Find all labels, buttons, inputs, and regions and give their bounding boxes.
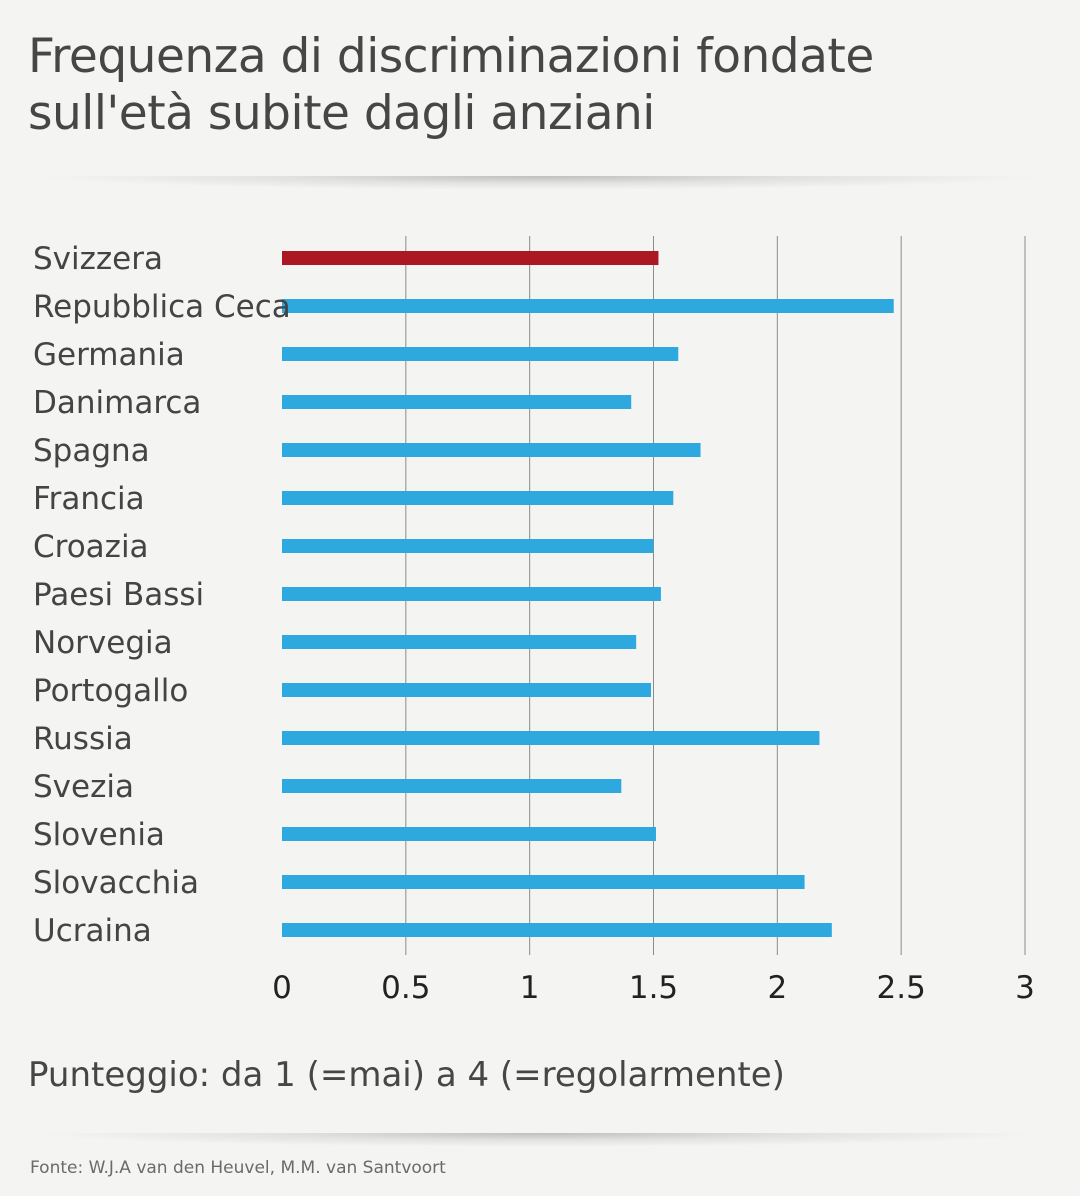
category-label: Slovacchia [33, 865, 199, 901]
bar [282, 491, 674, 505]
bar [282, 923, 832, 937]
x-tick-label: 2 [767, 970, 787, 1006]
x-tick-label: 1.5 [629, 970, 678, 1006]
category-label: Norvegia [33, 625, 173, 661]
title-divider [30, 176, 1050, 190]
bar [282, 347, 679, 361]
category-label: Ucraina [33, 913, 152, 949]
bar [282, 251, 659, 265]
category-label: Slovenia [33, 817, 165, 853]
footer-divider [30, 1133, 1050, 1147]
bar [282, 299, 894, 313]
category-label: Svizzera [33, 241, 163, 277]
bar [282, 587, 661, 601]
bar [282, 395, 632, 409]
bar [282, 827, 656, 841]
category-label: Francia [33, 481, 145, 517]
x-tick-label: 1 [520, 970, 540, 1006]
category-label: Danimarca [33, 385, 201, 421]
category-label: Croazia [33, 529, 149, 565]
bar [282, 635, 637, 649]
category-label: Repubblica Ceca [33, 289, 291, 325]
bar [282, 731, 820, 745]
x-axis-ticks: 0 0.5 1 1.5 2 2.5 3 [272, 970, 1035, 1006]
chart-title: Frequenza di discriminazioni fondate sul… [28, 29, 874, 141]
x-tick-label: 3 [1015, 970, 1035, 1006]
x-tick-label: 2.5 [877, 970, 926, 1006]
category-label: Russia [33, 721, 133, 757]
category-label: Paesi Bassi [33, 577, 204, 613]
bar [282, 779, 622, 793]
bar [282, 539, 654, 553]
bar-chart: Svizzera Repubblica Ceca Germania Danimarca… [33, 236, 1035, 1006]
category-label: Svezia [33, 769, 134, 805]
category-label: Portogallo [33, 673, 188, 709]
chart-subtitle: Punteggio: da 1 (=mai) a 4 (=regolarment… [28, 1055, 785, 1095]
bar [282, 875, 805, 889]
source-note: Fonte: W.J.A van den Heuvel, M.M. van Sa… [30, 1158, 446, 1178]
bar [282, 443, 701, 457]
bar [282, 683, 652, 697]
bars [282, 251, 894, 937]
x-tick-label: 0 [272, 970, 292, 1006]
category-label: Germania [33, 337, 185, 373]
x-tick-label: 0.5 [381, 970, 430, 1006]
category-label: Spagna [33, 433, 150, 469]
category-labels: Svizzera Repubblica Ceca Germania Danimarca… [33, 241, 291, 949]
